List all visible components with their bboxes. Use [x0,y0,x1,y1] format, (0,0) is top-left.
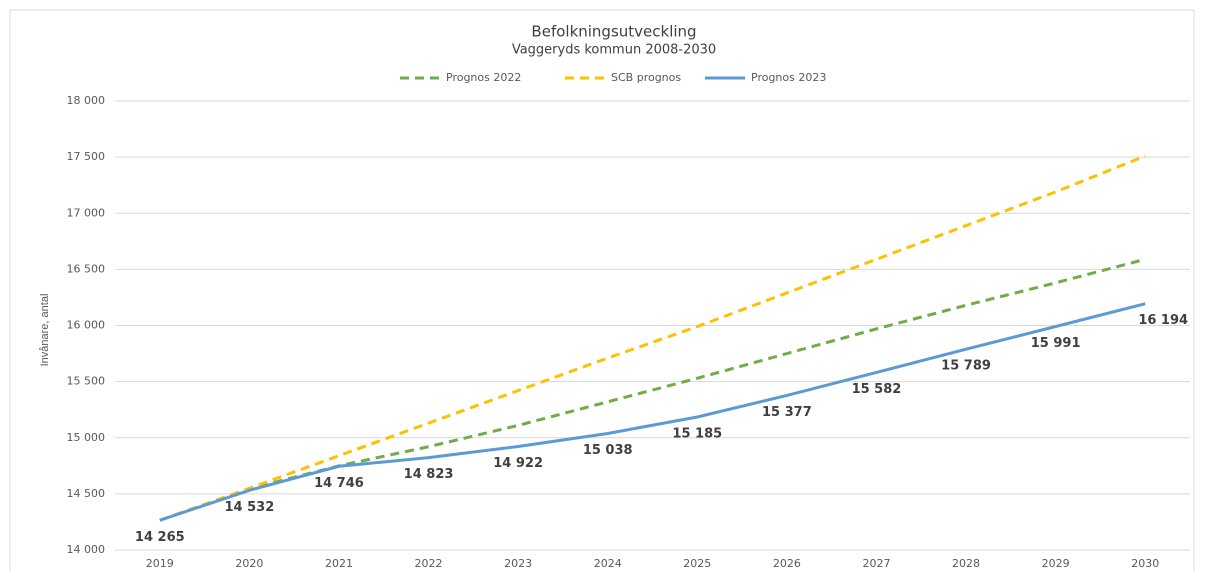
y-tick-label: 18 000 [67,94,106,107]
x-tick-label: 2023 [504,557,532,570]
series-line [159,154,1146,522]
x-tick-label: 2028 [952,557,980,570]
x-tick-label: 2020 [235,557,263,570]
data-label: 14 746 [314,476,364,491]
y-tick-label: 16 000 [67,319,106,332]
data-label: 14 922 [493,456,543,471]
data-label: 15 377 [762,405,812,420]
series-line [159,302,1146,522]
x-tick-label: 2022 [415,557,443,570]
x-tick-label: 2029 [1042,557,1070,570]
x-tick-label: 2024 [594,557,622,570]
x-tick-label: 2025 [683,557,711,570]
data-label: 15 038 [583,443,633,458]
data-label: 14 265 [135,530,185,545]
data-label: 15 789 [941,359,991,374]
data-label: 15 991 [1031,336,1081,351]
data-label: 15 582 [852,382,902,397]
data-label: 14 823 [404,467,454,482]
y-tick-label: 14 500 [67,487,106,500]
y-axis-label: Invånare, antal [39,294,51,367]
data-label: 15 185 [672,426,722,441]
legend-label: SCB prognos [611,71,681,84]
data-label: 16 194 [1138,313,1188,328]
y-tick-label: 15 500 [67,375,106,388]
x-tick-label: 2027 [862,557,890,570]
series-line [159,257,1146,522]
y-tick-label: 15 000 [67,431,106,444]
legend-label: Prognos 2022 [446,71,521,84]
x-tick-label: 2021 [325,557,353,570]
y-tick-label: 17 500 [67,150,106,163]
chart-title: Befolkningsutveckling [531,23,696,41]
x-tick-label: 2026 [773,557,801,570]
chart-frame [9,9,1195,571]
y-tick-label: 14 000 [67,543,106,556]
data-label: 14 532 [224,500,274,515]
chart-subtitle: Vaggeryds kommun 2008-2030 [512,43,716,58]
y-tick-label: 17 000 [67,206,106,219]
y-tick-label: 16 500 [67,262,106,275]
x-tick-label: 2019 [146,557,174,570]
x-tick-label: 2030 [1131,557,1159,570]
legend-label: Prognos 2023 [751,71,826,84]
